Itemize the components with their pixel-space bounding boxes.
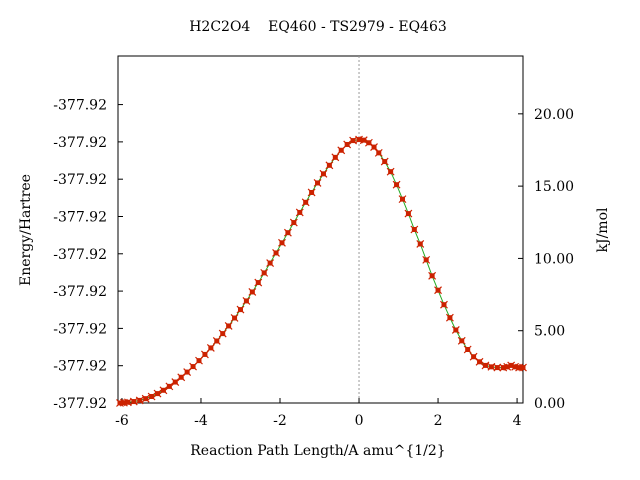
data-point bbox=[159, 386, 168, 395]
left-tick-label: -377.92 bbox=[53, 172, 107, 188]
data-point bbox=[165, 382, 174, 391]
data-point bbox=[359, 136, 368, 145]
data-point bbox=[380, 157, 389, 166]
data-point bbox=[440, 300, 448, 309]
right-tick-label: 20.00 bbox=[534, 107, 574, 123]
data-point bbox=[374, 148, 383, 157]
series-line bbox=[119, 139, 523, 404]
data-point bbox=[141, 394, 150, 403]
data-point bbox=[343, 140, 352, 149]
right-tick-label: 15.00 bbox=[534, 179, 574, 195]
data-point bbox=[422, 255, 431, 264]
x-axis-label: Reaction Path Length/A amu^{1/2} bbox=[190, 443, 445, 459]
data-point bbox=[463, 345, 472, 354]
data-point bbox=[319, 169, 328, 178]
data-point bbox=[153, 389, 162, 398]
data-point bbox=[404, 209, 413, 218]
data-point bbox=[410, 225, 419, 234]
data-point bbox=[289, 218, 298, 227]
data-point bbox=[283, 228, 292, 237]
right-tick-label: 5.00 bbox=[534, 324, 565, 340]
x-tick-label: 0 bbox=[355, 413, 364, 429]
left-tick-label: -377.92 bbox=[53, 396, 107, 412]
data-point bbox=[129, 397, 138, 406]
data-point bbox=[206, 343, 215, 352]
data-point bbox=[224, 322, 233, 330]
data-point bbox=[331, 153, 340, 162]
data-point bbox=[301, 198, 310, 207]
data-point bbox=[428, 271, 437, 280]
data-point bbox=[313, 179, 322, 187]
energy-curve bbox=[119, 139, 523, 404]
data-point bbox=[272, 248, 280, 257]
x-tick-label: 2 bbox=[434, 413, 443, 429]
data-point bbox=[230, 314, 239, 322]
data-point bbox=[434, 286, 442, 295]
left-tick-label: -377.92 bbox=[53, 98, 107, 114]
data-point bbox=[201, 350, 209, 359]
data-point bbox=[266, 259, 275, 267]
right-y-axis-label: kJ/mol bbox=[595, 207, 611, 253]
x-tick-label: 4 bbox=[513, 413, 522, 429]
data-point bbox=[278, 238, 286, 247]
data-point bbox=[295, 208, 304, 217]
data-point bbox=[519, 363, 527, 372]
right-tick-label: 0.00 bbox=[534, 396, 565, 412]
left-tick-label: -377.92 bbox=[53, 359, 107, 375]
left-axis-ticks: -377.92 -377.92 -377.92 -377.92 -377.92 -377.… bbox=[53, 98, 123, 412]
data-point bbox=[469, 352, 478, 361]
left-tick-label: -377.92 bbox=[53, 247, 107, 263]
right-axis-ticks: 0.00 5.00 10.00 15.00 20.00 bbox=[518, 107, 574, 412]
data-point bbox=[218, 329, 227, 338]
data-point bbox=[189, 362, 197, 371]
data-point bbox=[171, 378, 180, 386]
data-point bbox=[416, 240, 425, 248]
left-tick-label: -377.92 bbox=[53, 284, 107, 300]
left-y-axis-label: Energy/Hartree bbox=[18, 174, 34, 286]
data-point bbox=[337, 146, 346, 155]
data-markers bbox=[116, 135, 527, 407]
data-point bbox=[457, 336, 466, 345]
right-tick-label: 10.00 bbox=[534, 251, 574, 267]
data-point bbox=[445, 313, 454, 322]
x-axis-ticks: -6 -4 -2 0 2 4 bbox=[115, 398, 522, 429]
data-point bbox=[212, 337, 221, 345]
data-point bbox=[481, 361, 490, 370]
data-point bbox=[242, 296, 251, 305]
left-tick-label: -377.92 bbox=[53, 209, 107, 225]
data-point bbox=[325, 161, 334, 170]
data-point bbox=[248, 288, 257, 296]
data-point bbox=[398, 195, 407, 204]
data-point bbox=[370, 143, 378, 152]
data-point bbox=[392, 180, 401, 189]
data-point bbox=[260, 268, 269, 277]
data-point bbox=[493, 363, 502, 372]
chart-title: H2C2O4 EQ460 - TS2979 - EQ463 bbox=[189, 19, 447, 35]
left-tick-label: -377.92 bbox=[53, 321, 107, 337]
data-point bbox=[195, 356, 203, 365]
left-tick-label: -377.92 bbox=[53, 135, 107, 151]
plot-frame bbox=[117, 55, 524, 404]
data-point bbox=[475, 357, 484, 366]
data-point bbox=[135, 396, 144, 405]
data-point bbox=[254, 278, 263, 287]
data-point bbox=[307, 188, 316, 197]
data-point bbox=[236, 305, 245, 314]
x-tick-label: -6 bbox=[115, 413, 129, 429]
data-point bbox=[451, 326, 460, 334]
x-tick-label: -4 bbox=[194, 413, 208, 429]
x-tick-label: -2 bbox=[273, 413, 287, 429]
data-point bbox=[386, 167, 395, 176]
data-point bbox=[147, 392, 156, 401]
